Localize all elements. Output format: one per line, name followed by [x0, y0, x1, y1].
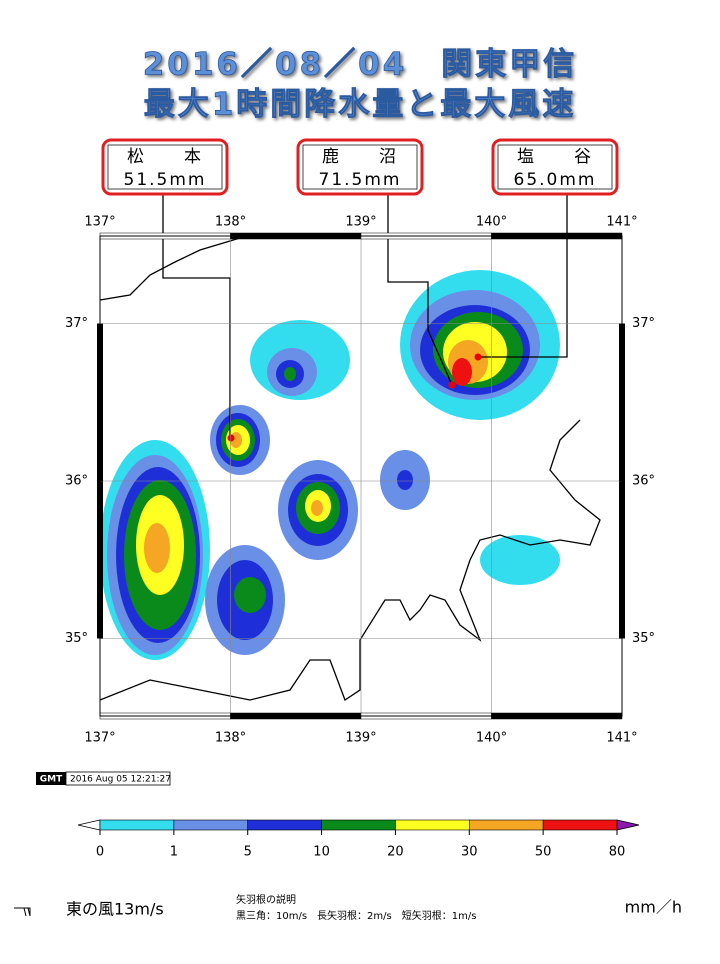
station-box-inner [107, 144, 223, 190]
lon-label: 139° [345, 215, 376, 230]
station-box [296, 138, 424, 196]
station-name: 塩 谷 [517, 147, 593, 167]
lon-label: 138° [215, 215, 246, 230]
precip-fields [100, 270, 560, 660]
station-dot [448, 381, 456, 389]
wind-example: 東の風13m/s [66, 900, 164, 919]
colorbar-label: 10 [313, 845, 330, 860]
legend-heading: 矢羽根の説明 [236, 893, 296, 906]
station-value: 71.5mm [319, 170, 402, 190]
lon-label: 138° [215, 731, 246, 746]
station-box [101, 138, 229, 196]
colorbar-label: 1 [170, 845, 178, 860]
station-box-inner [497, 144, 613, 190]
gmt-stamp: GMT 2016 Aug 05 12:21:27 [36, 771, 171, 786]
station-name: 鹿 沼 [322, 147, 398, 167]
station-dot [227, 434, 235, 442]
lon-label: 137° [84, 731, 115, 746]
station-name: 松 本 [127, 147, 203, 167]
station-value: 65.0mm [514, 170, 597, 190]
timestamp: 2016 Aug 05 12:21:27 [70, 775, 171, 785]
title-line: 2016／08／04 関東甲信 [143, 47, 578, 83]
frame [99, 235, 623, 717]
colorbar-seg [247, 819, 322, 831]
lon-label: 141° [606, 731, 637, 746]
colorbar-label: 5 [244, 845, 252, 860]
station-dot [474, 353, 482, 361]
wind-legend: 東の風13m/s 矢羽根の説明 黒三角：10m/s 長矢羽根：2m/s 短矢羽根… [14, 893, 476, 922]
lon-label: 140° [476, 731, 507, 746]
lon-label: 141° [606, 215, 637, 230]
lon-label: 139° [345, 731, 376, 746]
colorbar-label: 50 [535, 845, 552, 860]
lat-label: 37° [632, 316, 655, 331]
station-box [491, 138, 619, 196]
station-boxes: 松 本 51.5mm 鹿 沼 71.5mm 塩 谷 65.0mm [101, 138, 619, 196]
colorbar-seg [468, 819, 544, 831]
colorbar: 0 1 5 10 20 30 50 80 [77, 819, 640, 860]
colorbar-label: 0 [96, 845, 104, 860]
lat-label: 36° [632, 474, 655, 489]
map-area: 137° 137° 138° 138° 139° 139° 140° 140° 141° 141°… [65, 195, 655, 746]
over-triangle [616, 819, 640, 831]
colorbar-seg [395, 819, 470, 831]
lat-label: 35° [65, 631, 88, 646]
colorbar-seg [99, 819, 175, 831]
colorbar-label: 30 [461, 845, 478, 860]
lat-label: 36° [65, 474, 88, 489]
legend-explanation: 黒三角：10m/s 長矢羽根：2m/s 短矢羽根：1m/s [236, 909, 476, 922]
lat-label: 37° [65, 316, 88, 331]
station-value: 51.5mm [124, 170, 207, 190]
colorbar-label: 20 [387, 845, 404, 860]
colorbar-seg [321, 819, 396, 831]
logo: GMT [40, 775, 63, 785]
unit: mm／h [625, 898, 682, 917]
title-line: 最大1時間降水量と最大風速 [144, 87, 577, 123]
lon-label: 137° [84, 215, 115, 230]
colorbar-seg [542, 819, 618, 831]
colorbar-label: 80 [609, 845, 626, 860]
colorbar-seg [173, 819, 249, 831]
station-box-inner [302, 144, 418, 190]
lon-label: 140° [476, 215, 507, 230]
under-triangle [77, 819, 101, 831]
lat-label: 35° [632, 631, 655, 646]
